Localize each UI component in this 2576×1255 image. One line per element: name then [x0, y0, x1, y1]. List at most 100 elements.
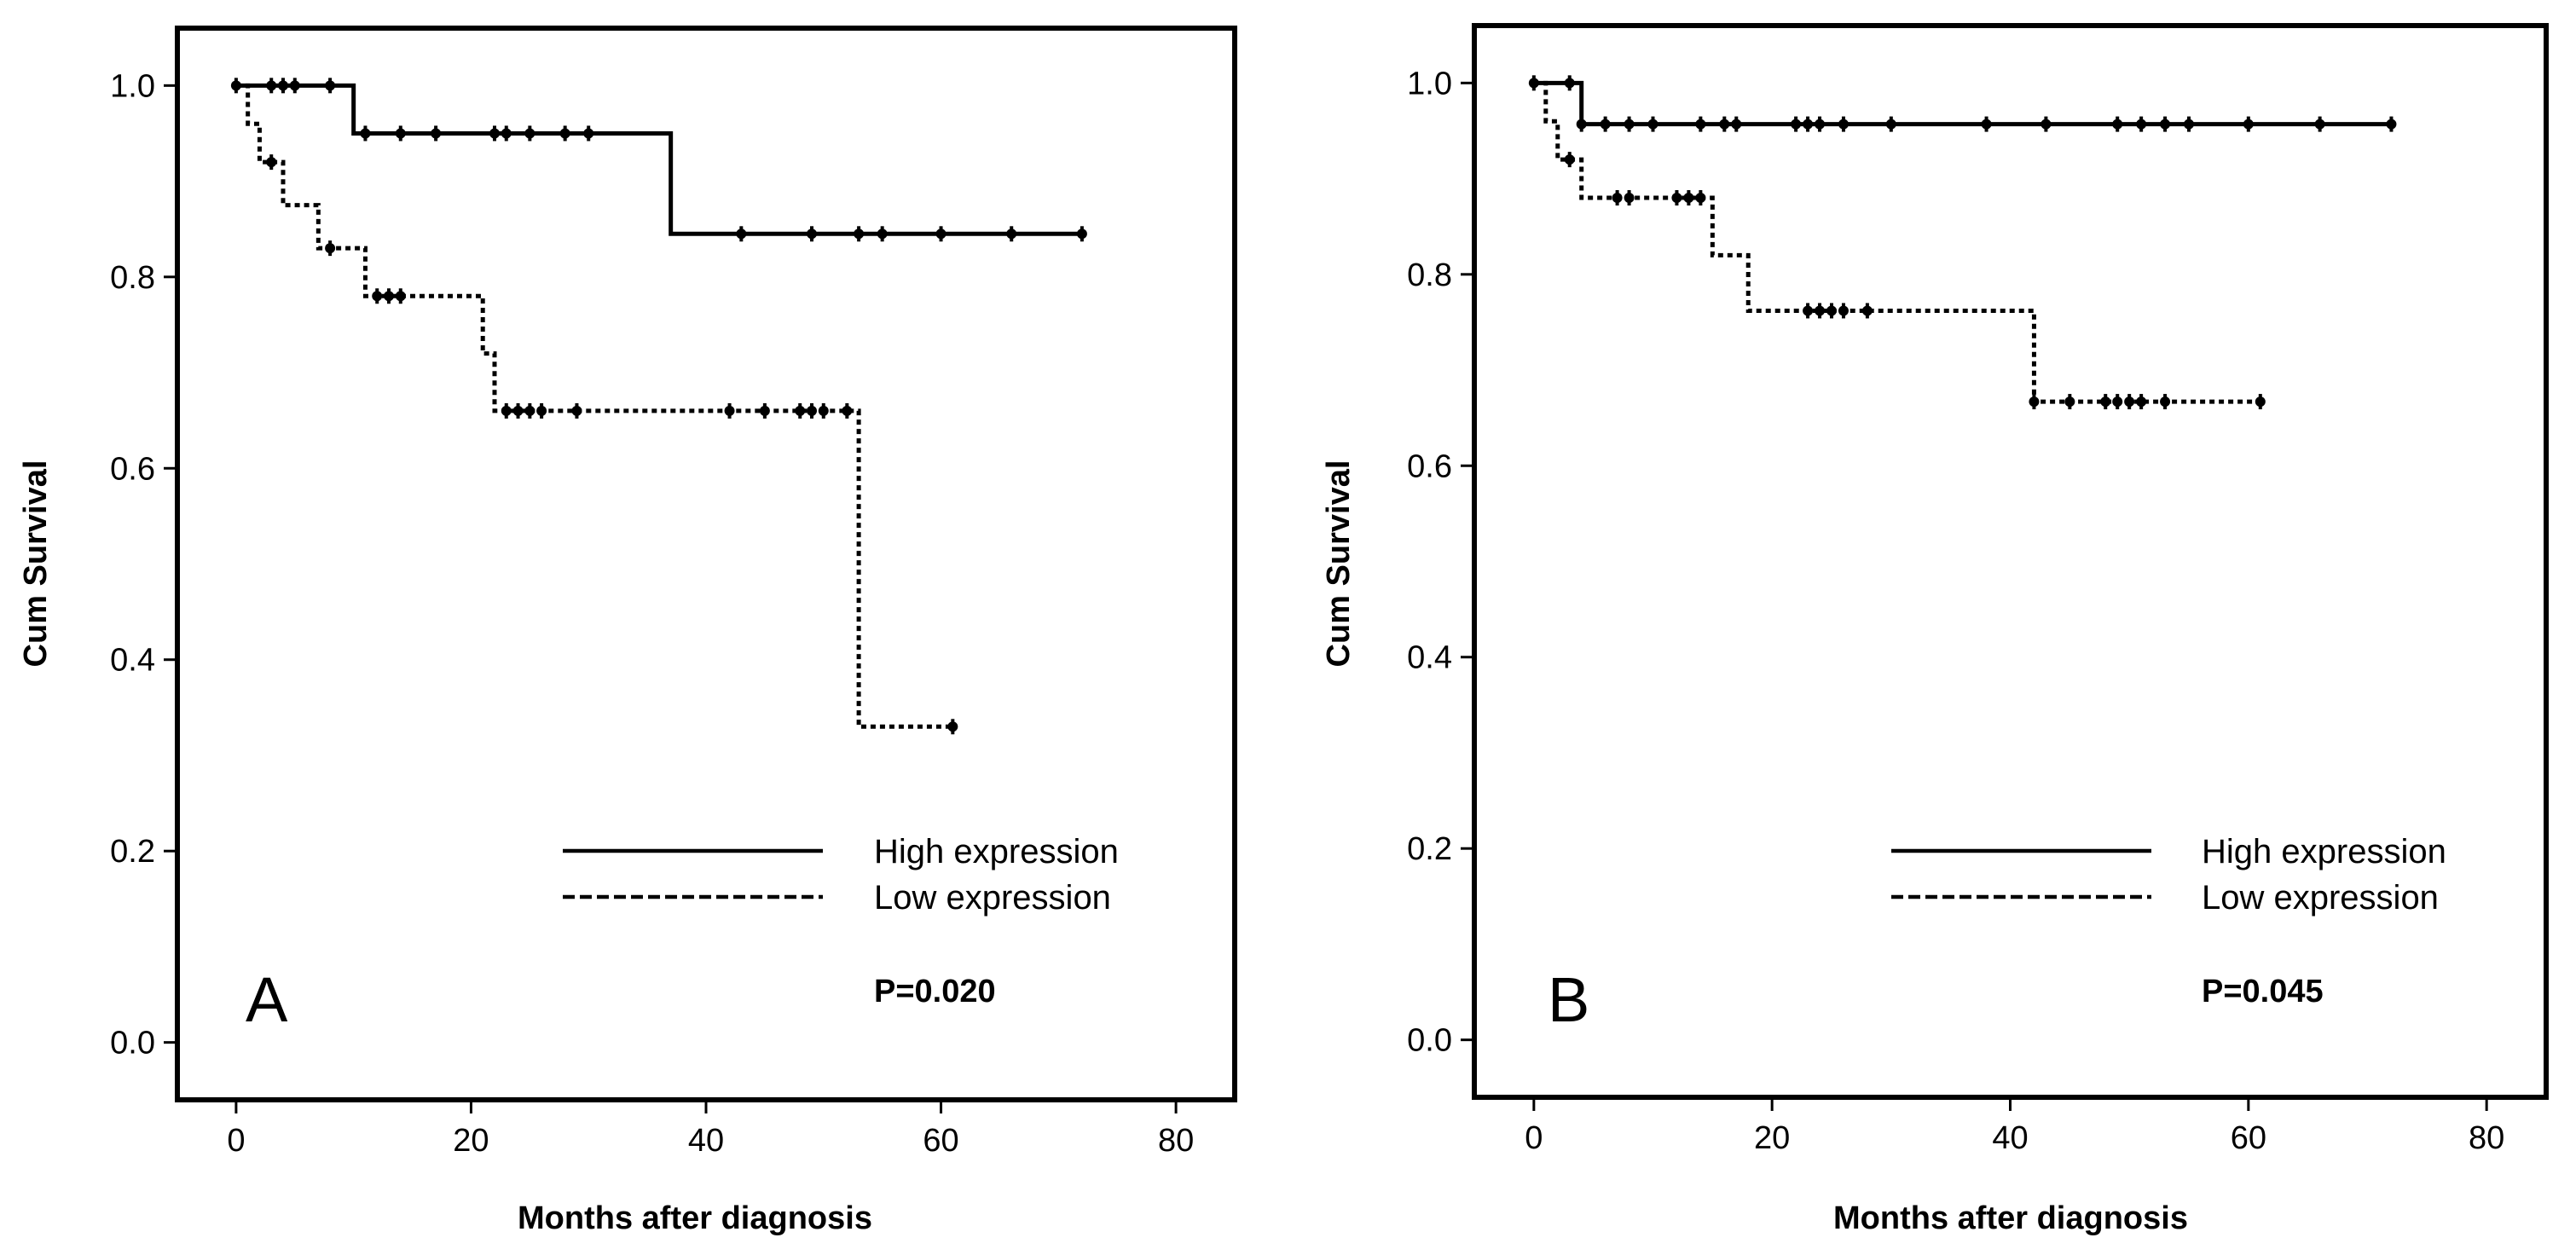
censor-mark-low-expression: [2136, 394, 2147, 410]
censor-mark-low-expression: [325, 240, 336, 257]
censor-mark-high-expression: [395, 125, 406, 142]
censor-mark-high-expression: [2314, 116, 2325, 132]
censor-mark-low-expression: [1838, 303, 1849, 319]
censor-mark-high-expression: [807, 226, 817, 242]
x-tick-label: 0: [227, 1123, 245, 1159]
censor-mark-low-expression: [724, 402, 735, 419]
censor-mark-high-expression: [1719, 116, 1730, 132]
tick-marks: 0 20 40 60 80 0.0 0.2 0.4 0.6 0.8 1.0: [1407, 66, 2504, 1156]
censor-mark-low-expression: [2124, 394, 2135, 410]
censor-mark-high-expression: [2386, 116, 2397, 132]
plot-frame: [1472, 23, 2549, 1100]
y-tick-label: 0.8: [1407, 257, 1452, 293]
y-tick-label: 0.2: [1407, 831, 1452, 867]
censor-mark-high-expression: [2160, 116, 2171, 132]
x-axis-label: Months after diagnosis: [1833, 1200, 2188, 1236]
km-curve-low-expression: [235, 83, 953, 729]
censor-mark-low-expression: [266, 154, 277, 171]
censor-mark-high-expression: [325, 78, 336, 94]
censor-mark-low-expression: [512, 402, 524, 419]
censor-mark-low-expression: [372, 288, 383, 304]
censor-mark-high-expression: [524, 125, 535, 142]
censor-mark-high-expression: [289, 78, 300, 94]
tick-marks: 0 20 40 60 80 0.0 0.2 0.4 0.6 0.8 1.0: [110, 68, 1194, 1159]
censor-mark-low-expression: [1683, 190, 1694, 206]
censor-marks: [230, 78, 1087, 735]
legend-label-low-expression: Low expression: [874, 879, 1111, 917]
censor-mark-high-expression: [2136, 116, 2147, 132]
censor-mark-low-expression: [842, 402, 853, 419]
x-tick-label: 0: [1525, 1120, 1543, 1156]
y-axis-label: Cum Survival: [1321, 460, 1357, 668]
censor-mark-high-expression: [877, 226, 888, 242]
km-curve-low-expression: [1533, 80, 2261, 404]
x-tick-label: 60: [923, 1123, 958, 1159]
x-tick-label: 80: [2469, 1120, 2504, 1156]
plot-frame: [175, 26, 1237, 1102]
y-tick-label: 0.4: [1407, 640, 1452, 676]
censor-mark-high-expression: [559, 125, 570, 142]
censor-mark-high-expression: [1838, 116, 1849, 132]
panel-letter: B: [1548, 964, 1589, 1035]
y-tick-label: 1.0: [1407, 66, 1452, 101]
censor-mark-high-expression: [278, 78, 288, 94]
censor-mark-high-expression: [1981, 116, 1992, 132]
censor-mark-high-expression: [1731, 116, 1742, 132]
p-value-annotation: P=0.045: [2202, 974, 2324, 1009]
censor-mark-high-expression: [1528, 75, 1539, 91]
censor-mark-low-expression: [1861, 303, 1873, 319]
censor-mark-low-expression: [1826, 303, 1837, 319]
censor-mark-high-expression: [1576, 116, 1587, 132]
censor-mark-low-expression: [795, 402, 806, 419]
censor-mark-high-expression: [2041, 116, 2052, 132]
censor-mark-low-expression: [807, 402, 817, 419]
censor-mark-high-expression: [2184, 116, 2194, 132]
censor-mark-high-expression: [1600, 116, 1611, 132]
panel-letter: A: [246, 964, 288, 1035]
censor-mark-low-expression: [2160, 394, 2171, 410]
censor-mark-high-expression: [266, 78, 277, 94]
censor-mark-low-expression: [524, 402, 535, 419]
y-tick-label: 0.8: [110, 260, 155, 296]
censor-mark-high-expression: [1815, 116, 1826, 132]
x-axis-label: Months after diagnosis: [518, 1200, 872, 1236]
censor-mark-high-expression: [489, 125, 500, 142]
censor-mark-low-expression: [759, 402, 770, 419]
censor-marks: [1528, 75, 2397, 410]
x-tick-label: 40: [1992, 1120, 2028, 1156]
censor-mark-low-expression: [947, 719, 958, 735]
censor-mark-high-expression: [1791, 116, 1802, 132]
censor-mark-high-expression: [501, 125, 512, 142]
censor-mark-high-expression: [1695, 116, 1706, 132]
y-tick-label: 0.2: [110, 834, 155, 870]
censor-mark-low-expression: [2112, 394, 2123, 410]
censor-mark-low-expression: [2100, 394, 2111, 410]
censor-mark-high-expression: [230, 78, 241, 94]
censor-mark-low-expression: [1803, 303, 1814, 319]
censor-mark-high-expression: [1564, 75, 1575, 91]
panel-a: 0 20 40 60 80 0.0 0.2 0.4 0.6 0.8 1.0 Months after…: [18, 26, 1237, 1236]
censor-mark-high-expression: [1885, 116, 1896, 132]
y-tick-label: 0.0: [110, 1026, 155, 1061]
censor-mark-low-expression: [1695, 190, 1706, 206]
censor-mark-low-expression: [2255, 394, 2266, 410]
censor-mark-low-expression: [384, 288, 394, 304]
x-tick-label: 20: [1754, 1120, 1790, 1156]
censor-mark-low-expression: [818, 402, 829, 419]
censor-mark-low-expression: [2064, 394, 2075, 410]
censor-mark-high-expression: [1076, 226, 1087, 242]
x-tick-label: 40: [688, 1123, 724, 1159]
censor-mark-high-expression: [583, 125, 594, 142]
y-tick-label: 0.6: [1407, 448, 1452, 484]
censor-mark-high-expression: [2112, 116, 2123, 132]
legend-label-low-expression: Low expression: [2202, 879, 2439, 917]
censor-mark-high-expression: [2243, 116, 2254, 132]
censor-mark-high-expression: [431, 125, 442, 142]
panel-b: 0 20 40 60 80 0.0 0.2 0.4 0.6 0.8 1.0 Months after…: [1321, 23, 2549, 1236]
censor-mark-low-expression: [1671, 190, 1682, 206]
censor-mark-low-expression: [501, 402, 512, 419]
censor-mark-high-expression: [360, 125, 371, 142]
censor-mark-low-expression: [1815, 303, 1826, 319]
y-axis-label: Cum Survival: [18, 460, 54, 668]
